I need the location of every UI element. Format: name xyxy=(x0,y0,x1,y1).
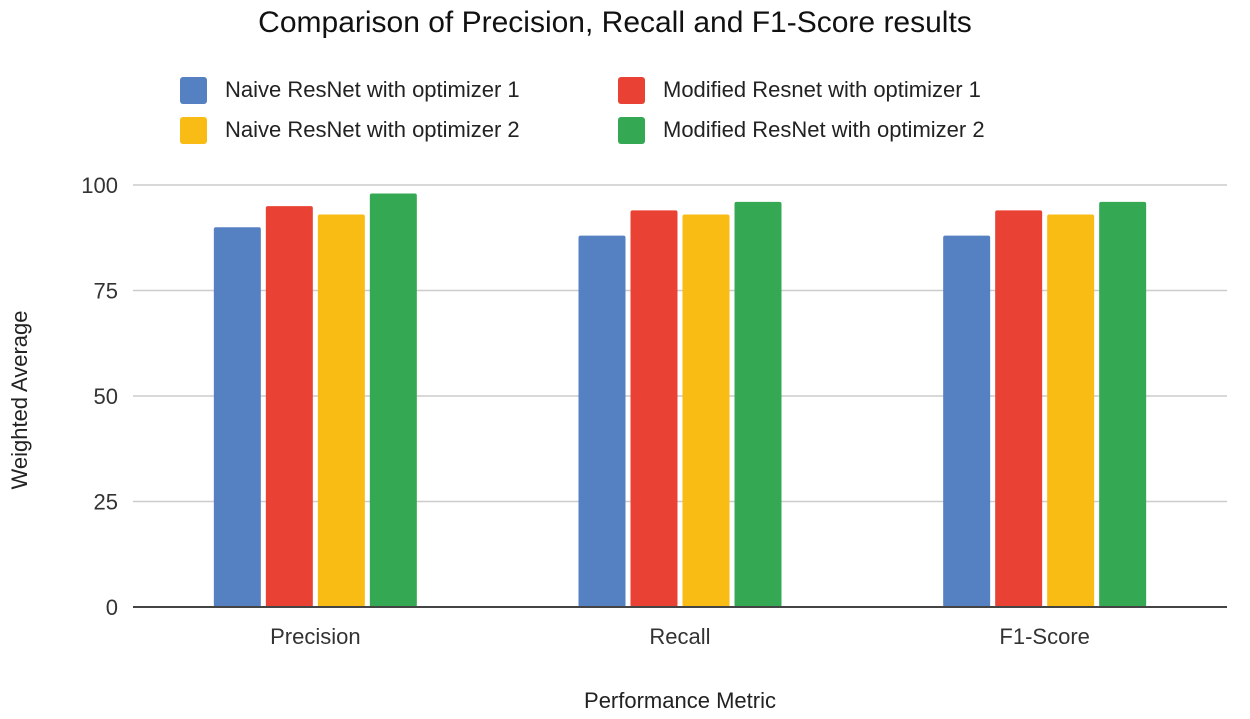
legend-label: Naive ResNet with optimizer 1 xyxy=(225,77,520,102)
legend-swatch-naive-resnet-optimizer-2 xyxy=(180,116,207,144)
legend-item-modified-resnet-optimizer-1[interactable]: Modified Resnet with optimizer 1 xyxy=(618,72,981,108)
bar-modified-resnet-with-optimizer-2-recall xyxy=(734,201,782,607)
x-tick-label: Precision xyxy=(270,624,360,649)
legend-item-modified-resnet-optimizer-2[interactable]: Modified ResNet with optimizer 2 xyxy=(618,112,985,148)
bar-naive-resnet-with-optimizer-1-f1-score xyxy=(943,235,991,607)
bar-modified-resnet-with-optimizer-1-recall xyxy=(630,210,678,607)
x-axis-title: Performance Metric xyxy=(584,688,776,713)
y-tick-label: 0 xyxy=(106,595,118,620)
x-tick-label: F1-Score xyxy=(999,624,1089,649)
legend-label: Naive ResNet with optimizer 2 xyxy=(225,117,520,142)
legend-label: Modified Resnet with optimizer 1 xyxy=(663,77,981,102)
bar-modified-resnet-with-optimizer-2-precision xyxy=(369,193,417,607)
bar-naive-resnet-with-optimizer-2-precision xyxy=(317,214,365,608)
y-tick-label: 50 xyxy=(94,384,118,409)
bar-naive-resnet-with-optimizer-2-f1-score xyxy=(1047,214,1095,608)
bar-modified-resnet-with-optimizer-2-f1-score xyxy=(1099,201,1147,607)
y-tick-label: 75 xyxy=(94,279,118,304)
bar-modified-resnet-with-optimizer-1-precision xyxy=(265,206,313,607)
bar-naive-resnet-with-optimizer-2-recall xyxy=(682,214,730,608)
legend-item-naive-resnet-optimizer-1[interactable]: Naive ResNet with optimizer 1 xyxy=(180,72,520,108)
legend-swatch-naive-resnet-optimizer-1 xyxy=(180,76,207,104)
legend-item-naive-resnet-optimizer-2[interactable]: Naive ResNet with optimizer 2 xyxy=(180,112,520,148)
bar-naive-resnet-with-optimizer-1-recall xyxy=(578,235,626,607)
legend-swatch-modified-resnet-optimizer-1 xyxy=(618,76,645,104)
legend-swatch-modified-resnet-optimizer-2 xyxy=(618,116,645,144)
bar-modified-resnet-with-optimizer-1-f1-score xyxy=(995,210,1043,607)
legend: Naive ResNet with optimizer 1 Modified R… xyxy=(180,70,1080,150)
x-tick-label: Recall xyxy=(649,624,710,649)
legend-label: Modified ResNet with optimizer 2 xyxy=(663,117,985,142)
y-axis-title: Weighted Average xyxy=(7,310,32,490)
chart-title: Comparison of Precision, Recall and F1-S… xyxy=(258,6,972,39)
bar-naive-resnet-with-optimizer-1-precision xyxy=(213,227,261,607)
y-tick-label: 25 xyxy=(94,490,118,515)
y-tick-label: 100 xyxy=(81,173,118,198)
